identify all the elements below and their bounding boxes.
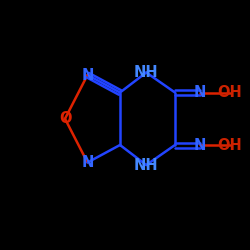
Text: OH: OH — [218, 85, 242, 100]
Text: N: N — [81, 155, 94, 170]
Text: NH: NH — [134, 65, 158, 80]
Text: N: N — [194, 138, 206, 152]
Text: N: N — [194, 85, 206, 100]
Text: O: O — [59, 111, 71, 126]
Text: NH: NH — [134, 158, 158, 172]
Text: OH: OH — [218, 138, 242, 152]
Text: N: N — [81, 68, 94, 82]
